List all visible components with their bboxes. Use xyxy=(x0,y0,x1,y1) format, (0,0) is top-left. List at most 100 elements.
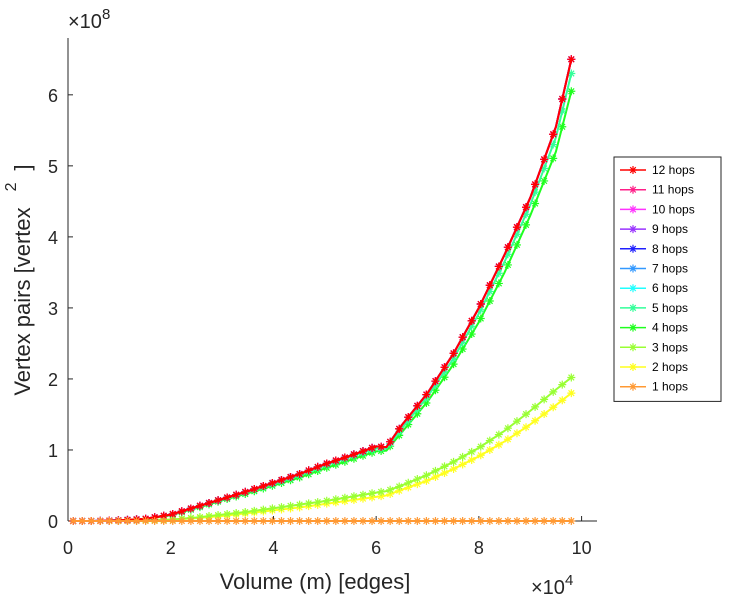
data-point xyxy=(223,493,232,502)
legend-swatch-marker xyxy=(629,166,637,174)
data-point xyxy=(531,416,540,425)
y-tick-label: 1 xyxy=(48,441,58,461)
data-point xyxy=(340,493,349,502)
data-point xyxy=(458,333,467,342)
y-tick-label: 6 xyxy=(48,86,58,106)
legend-box xyxy=(613,156,722,402)
data-point xyxy=(503,243,512,252)
legend-item: 11 hops xyxy=(620,183,694,197)
data-point xyxy=(250,506,259,515)
data-point xyxy=(232,517,241,525)
legend-swatch-marker xyxy=(629,185,637,194)
data-point xyxy=(549,154,558,163)
data-point xyxy=(558,517,567,525)
data-point xyxy=(531,517,540,525)
data-point xyxy=(467,447,476,456)
legend-item: 10 hops xyxy=(620,202,695,216)
data-point xyxy=(413,475,422,484)
data-point xyxy=(458,345,467,354)
legend-item: 1 hops xyxy=(620,380,688,394)
data-point xyxy=(503,435,512,444)
data-point xyxy=(567,69,576,78)
data-point xyxy=(567,87,576,96)
y-axis-label-superscript: 2 xyxy=(3,182,20,191)
x-tick-label: 2 xyxy=(166,538,176,558)
data-point xyxy=(440,468,449,477)
data-point xyxy=(494,269,503,278)
data-point xyxy=(449,464,458,473)
data-point xyxy=(358,517,367,525)
data-point xyxy=(232,509,241,518)
data-point xyxy=(467,455,476,464)
legend-item: 9 hops xyxy=(620,222,688,236)
data-point xyxy=(476,517,485,525)
data-point xyxy=(340,453,349,462)
legend-item: 2 hops xyxy=(620,360,688,374)
data-point xyxy=(503,424,512,433)
series-2-hops xyxy=(69,389,576,525)
data-point xyxy=(395,486,404,495)
data-point xyxy=(377,442,386,451)
data-point xyxy=(567,389,576,398)
y-tick-label: 2 xyxy=(48,370,58,390)
data-point xyxy=(558,396,567,405)
data-point xyxy=(531,188,540,197)
data-point xyxy=(250,517,259,525)
data-point xyxy=(368,489,377,498)
data-point xyxy=(331,517,340,525)
axes xyxy=(67,38,597,522)
data-point xyxy=(413,401,422,410)
data-point xyxy=(322,496,331,505)
data-point xyxy=(159,517,168,525)
data-point xyxy=(277,503,286,512)
data-point xyxy=(168,517,177,525)
tick-labels: 0 2 4 6 8 10 0 1 2 3 4 5 6 xyxy=(48,86,592,558)
data-point xyxy=(512,223,521,232)
data-point xyxy=(368,517,377,525)
data-point xyxy=(214,511,223,520)
data-point xyxy=(105,517,114,525)
x-tick-label: 6 xyxy=(371,538,381,558)
legend-label: 7 hops xyxy=(652,262,688,276)
y-tick-label: 0 xyxy=(48,512,58,532)
series-5-hops xyxy=(69,69,576,525)
data-point xyxy=(503,517,512,525)
data-point xyxy=(522,423,531,432)
data-point xyxy=(395,482,404,491)
data-point xyxy=(277,517,286,525)
data-point xyxy=(259,481,268,490)
data-point xyxy=(503,250,512,259)
data-point xyxy=(458,460,467,469)
y-axis-label-main: Vertex pairs [vertex xyxy=(10,207,35,395)
data-point xyxy=(304,499,313,508)
series-11-hops xyxy=(69,55,576,525)
legend-swatch-marker xyxy=(629,343,637,352)
data-point xyxy=(241,517,250,525)
data-point xyxy=(522,220,531,229)
data-point xyxy=(259,505,268,514)
y-axis-label-close: ] xyxy=(10,164,35,170)
legend-label: 2 hops xyxy=(652,360,688,374)
data-point xyxy=(413,480,422,489)
data-point xyxy=(205,498,214,507)
data-point xyxy=(268,504,277,513)
legend-label: 9 hops xyxy=(652,222,688,236)
data-point xyxy=(440,367,449,376)
data-point xyxy=(413,517,422,525)
series-10-hops xyxy=(69,55,576,525)
data-point xyxy=(205,517,214,525)
legend-item: 7 hops xyxy=(620,262,688,276)
data-point xyxy=(241,508,250,517)
data-point xyxy=(512,240,521,249)
data-point xyxy=(340,517,349,525)
data-point xyxy=(449,360,458,369)
data-point xyxy=(549,403,558,412)
data-point xyxy=(458,517,467,525)
data-point xyxy=(223,517,232,525)
data-point xyxy=(331,456,340,465)
data-point xyxy=(458,338,467,347)
legend-item: 8 hops xyxy=(620,242,688,256)
data-point xyxy=(331,495,340,504)
data-point xyxy=(322,517,331,525)
data-point xyxy=(286,517,295,525)
